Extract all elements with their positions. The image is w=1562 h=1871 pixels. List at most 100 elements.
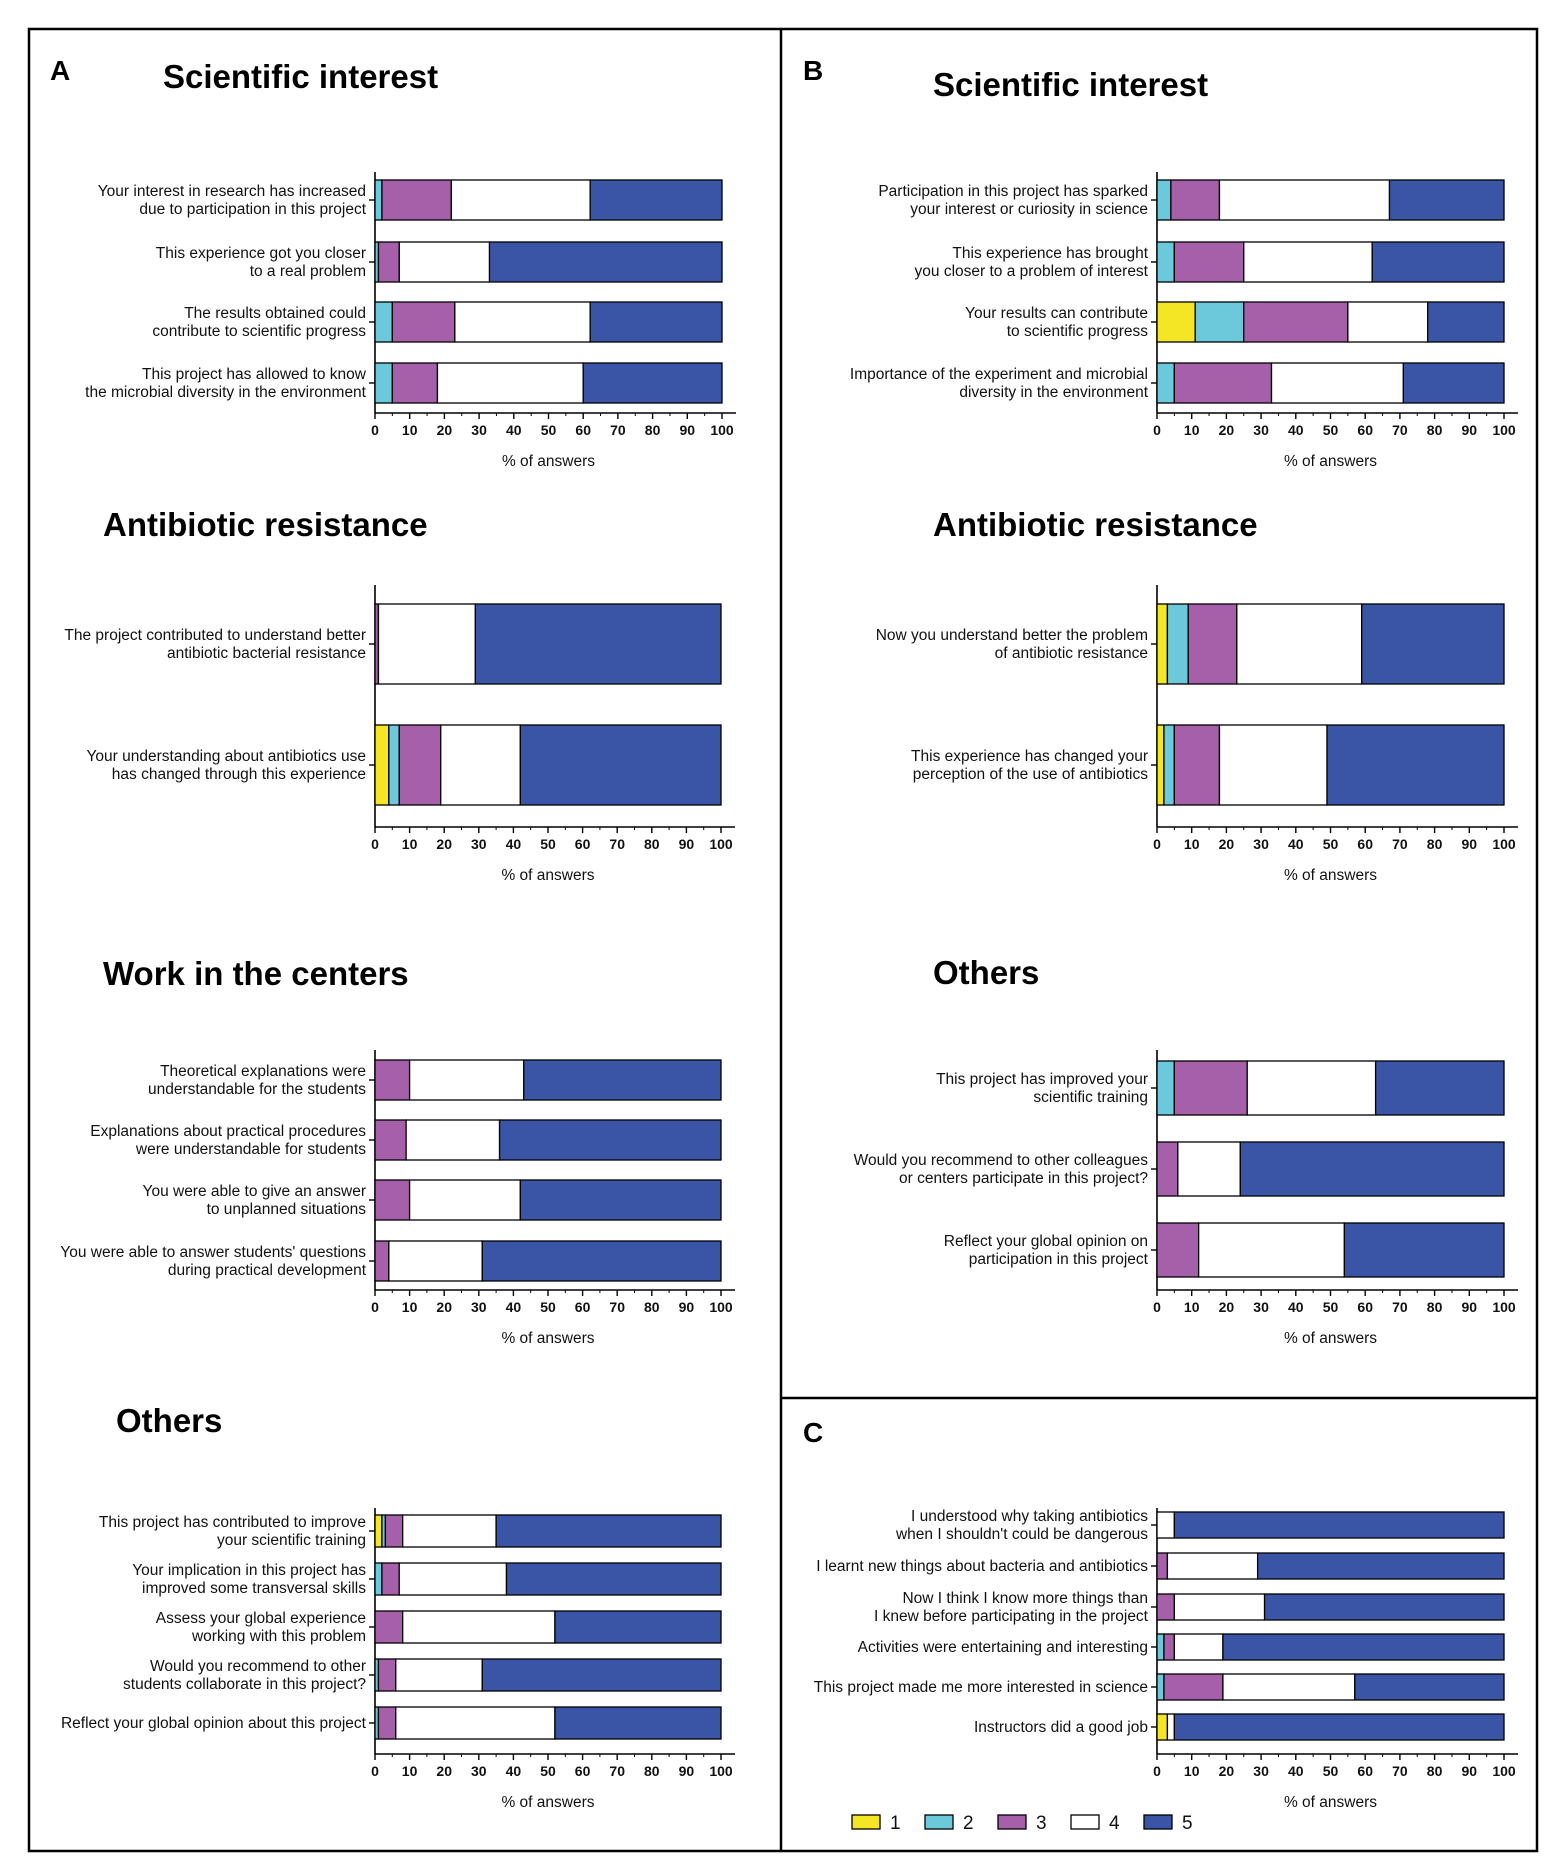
bar-segment-response-4 bbox=[1222, 1673, 1356, 1701]
x-tick-label: 30 bbox=[1253, 1763, 1269, 1779]
x-tick-label: 30 bbox=[471, 1763, 487, 1779]
x-tick-label: 60 bbox=[575, 1763, 591, 1779]
bar-segment-response-3 bbox=[1156, 1552, 1169, 1580]
x-tick-label: 90 bbox=[1462, 836, 1478, 852]
category-label: Reflect your global opinion on participat… bbox=[944, 1233, 1149, 1268]
bar-segment-response-5 bbox=[495, 1514, 722, 1548]
bar-segment-response-3 bbox=[374, 1610, 404, 1644]
bar-segment-response-5 bbox=[498, 1119, 722, 1161]
category-label: Explanations about practical procedures w… bbox=[90, 1123, 366, 1158]
x-tick-label: 60 bbox=[1357, 836, 1373, 852]
bar-segment-response-5 bbox=[1402, 362, 1505, 404]
legend-item-1: 1 bbox=[851, 1813, 901, 1834]
bar-row: Now I think I know more things than I kne… bbox=[874, 1590, 1505, 1625]
bar-segment-response-4 bbox=[388, 1240, 483, 1282]
bar-segment-response-3 bbox=[391, 362, 439, 404]
bar-segment-response-3 bbox=[377, 1658, 397, 1692]
bar-segment-response-3 bbox=[374, 1059, 411, 1101]
legend-label: 5 bbox=[1182, 1813, 1193, 1834]
category-label: You were able to answer students' questi… bbox=[60, 1244, 366, 1279]
bar-segment-response-1 bbox=[1156, 301, 1196, 343]
chart-a-3: Others 0 10 20 30 40 50 60 70 80 90 100 % of answers… bbox=[61, 1402, 735, 1811]
x-tick-label: 70 bbox=[609, 1763, 625, 1779]
bar-segment-response-4 bbox=[1173, 1633, 1224, 1661]
chart-a-1: Antibiotic resistance 0 10 20 30 40 50 60 70 80 90… bbox=[64, 506, 735, 884]
bar-segment-response-4 bbox=[1243, 241, 1373, 283]
bar-segment-response-4 bbox=[1347, 301, 1429, 343]
x-axis-title: % of answers bbox=[1284, 453, 1377, 470]
x-tick-label: 100 bbox=[710, 422, 734, 438]
x-tick-label: 10 bbox=[1184, 1299, 1200, 1315]
category-label: Theoretical explanations were understanda… bbox=[148, 1063, 366, 1098]
x-tick-label: 20 bbox=[436, 836, 452, 852]
x-tick-label: 10 bbox=[1184, 836, 1200, 852]
x-tick-label: 80 bbox=[1427, 422, 1443, 438]
x-tick-label: 30 bbox=[471, 1299, 487, 1315]
category-label: This experience has brought you closer to… bbox=[915, 245, 1149, 280]
category-label: This project has allowed to know the micr… bbox=[85, 366, 367, 401]
category-label: Your understanding about antibiotics use… bbox=[87, 748, 367, 783]
bar-row: Your interest in research has increased d… bbox=[98, 179, 723, 221]
chart-title: Others bbox=[116, 1402, 222, 1439]
bar-segment-response-3 bbox=[377, 1706, 397, 1740]
x-tick-label: 50 bbox=[540, 836, 556, 852]
chart-title: Scientific interest bbox=[933, 66, 1208, 103]
x-tick-label: 30 bbox=[471, 422, 487, 438]
x-tick-label: 20 bbox=[436, 1763, 452, 1779]
x-tick-label: 40 bbox=[506, 422, 522, 438]
bar-row: Theoretical explanations were understanda… bbox=[148, 1059, 722, 1101]
x-tick-label: 20 bbox=[1219, 422, 1235, 438]
bar-segment-response-2 bbox=[374, 362, 394, 404]
x-tick-label: 90 bbox=[679, 1763, 695, 1779]
bar-segment-response-3 bbox=[398, 724, 442, 806]
bar-segment-response-4 bbox=[405, 1119, 501, 1161]
x-tick-label: 20 bbox=[1219, 1763, 1235, 1779]
bar-segment-response-3 bbox=[377, 241, 400, 283]
bar-segment-response-5 bbox=[589, 301, 723, 343]
bar-segment-response-5 bbox=[1371, 241, 1505, 283]
chart-b-6: Others 0 10 20 30 40 50 60 70 80 90 100 % of answers… bbox=[854, 954, 1518, 1347]
x-tick-label: 100 bbox=[1492, 1763, 1516, 1779]
bar-segment-response-5 bbox=[1222, 1633, 1505, 1661]
x-tick-label: 50 bbox=[541, 422, 557, 438]
bar-segment-response-3 bbox=[391, 301, 456, 343]
x-tick-label: 90 bbox=[1462, 422, 1478, 438]
x-axis-title: % of answers bbox=[501, 1330, 594, 1347]
category-label: Instructors did a good job bbox=[974, 1719, 1148, 1736]
x-tick-label: 0 bbox=[371, 1763, 379, 1779]
category-label: This experience got you closer to a real … bbox=[156, 245, 366, 280]
bar-segment-response-4 bbox=[1156, 1511, 1176, 1539]
bar-row: Activities were entertaining and interes… bbox=[858, 1633, 1505, 1661]
bar-row: This experience got you closer to a real … bbox=[156, 241, 723, 283]
bar-segment-response-4 bbox=[1218, 724, 1328, 806]
bar-segment-response-2 bbox=[1156, 241, 1176, 283]
x-tick-label: 0 bbox=[371, 1299, 379, 1315]
panel-letter-b: B bbox=[803, 55, 823, 86]
x-tick-label: 30 bbox=[1253, 836, 1269, 852]
bar-row: You were able to answer students' questi… bbox=[60, 1240, 722, 1282]
x-tick-label: 40 bbox=[1288, 1299, 1304, 1315]
x-tick-label: 0 bbox=[1153, 1299, 1161, 1315]
bar-segment-response-5 bbox=[554, 1610, 722, 1644]
bar-segment-response-5 bbox=[1374, 1060, 1505, 1116]
category-label: Importance of the experiment and microbi… bbox=[850, 366, 1149, 401]
chart-title: Work in the centers bbox=[103, 955, 409, 992]
legend-item-2: 2 bbox=[924, 1813, 974, 1834]
bar-segment-response-3 bbox=[1156, 1593, 1176, 1621]
category-label: This project has improved your scientific… bbox=[936, 1071, 1148, 1106]
x-tick-label: 90 bbox=[1462, 1763, 1478, 1779]
bar-segment-response-2 bbox=[1156, 1673, 1165, 1701]
category-label: This experience has changed your percepti… bbox=[911, 748, 1148, 783]
x-tick-label: 20 bbox=[1219, 1299, 1235, 1315]
bar-row: You were able to give an answer to unplan… bbox=[143, 1179, 722, 1221]
chart-a-0: Scientific interest 0 10 20 30 40 50 60 70 80 90 10… bbox=[85, 58, 736, 470]
bar-segment-response-5 bbox=[554, 1706, 722, 1740]
bar-segment-response-2 bbox=[1156, 362, 1176, 404]
bar-segment-response-5 bbox=[1173, 1713, 1505, 1741]
category-label: The results obtained could contribute to … bbox=[152, 305, 366, 340]
x-tick-label: 80 bbox=[644, 1763, 660, 1779]
category-label: This project has contributed to improve y… bbox=[99, 1514, 366, 1549]
bar-segment-response-5 bbox=[1427, 301, 1505, 343]
x-axis-title: % of answers bbox=[1284, 867, 1377, 884]
